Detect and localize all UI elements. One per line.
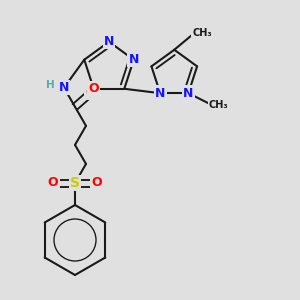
Text: N: N [155,87,165,100]
Text: CH₃: CH₃ [208,100,228,110]
Text: N: N [128,53,139,66]
Text: O: O [92,176,102,190]
Text: O: O [88,82,99,95]
Text: N: N [183,87,194,100]
Text: N: N [104,35,114,48]
Text: N: N [59,81,69,94]
Text: O: O [48,176,58,190]
Text: H: H [46,80,54,90]
Text: O: O [86,86,96,99]
Text: S: S [70,176,80,190]
Text: CH₃: CH₃ [193,28,212,38]
